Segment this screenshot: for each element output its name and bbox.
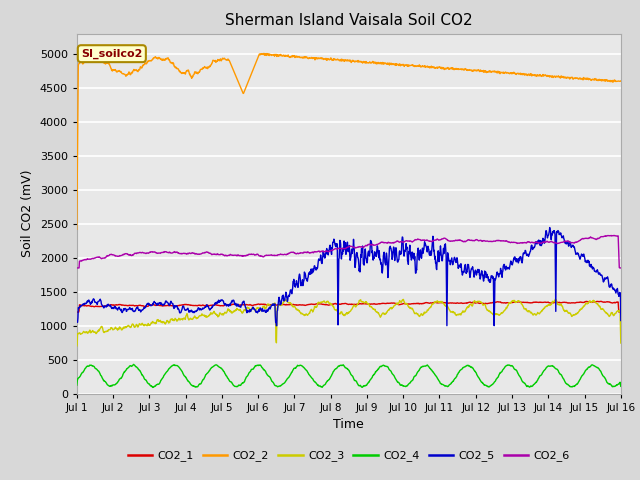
- CO2_2: [180, 70, 188, 76]
- Line: CO2_3: CO2_3: [77, 299, 621, 346]
- CO2_2: [255, 53, 262, 59]
- CO2_1: [617, 309, 625, 315]
- CO2_5: [273, 323, 280, 328]
- CO2_6: [73, 265, 81, 271]
- CO2_2: [553, 74, 561, 80]
- CO2_3: [617, 340, 625, 346]
- CO2_3: [552, 296, 559, 302]
- CO2_4: [73, 382, 81, 388]
- CO2_4: [195, 383, 202, 388]
- CO2_2: [617, 78, 625, 84]
- CO2_2: [194, 71, 202, 77]
- CO2_1: [433, 300, 441, 306]
- CO2_1: [255, 301, 262, 307]
- Line: CO2_1: CO2_1: [77, 301, 621, 312]
- CO2_6: [255, 252, 262, 258]
- CO2_5: [255, 307, 262, 313]
- CO2_5: [73, 319, 81, 325]
- CO2_5: [194, 307, 202, 312]
- CO2_3: [504, 303, 512, 309]
- CO2_4: [182, 374, 189, 380]
- CO2_2: [434, 66, 442, 72]
- CO2_1: [73, 309, 81, 315]
- CO2_6: [194, 251, 202, 257]
- CO2_1: [194, 302, 202, 308]
- CO2_5: [505, 264, 513, 270]
- CO2_6: [504, 239, 512, 245]
- Title: Sherman Island Vaisala Soil CO2: Sherman Island Vaisala Soil CO2: [225, 13, 472, 28]
- CO2_1: [552, 299, 560, 305]
- Line: CO2_4: CO2_4: [77, 364, 621, 387]
- Line: CO2_5: CO2_5: [77, 228, 621, 325]
- CO2_4: [149, 384, 157, 390]
- Text: SI_soilco2: SI_soilco2: [81, 48, 143, 59]
- CO2_1: [597, 299, 605, 304]
- CO2_2: [260, 50, 268, 56]
- CO2_4: [505, 362, 513, 368]
- CO2_3: [180, 315, 188, 321]
- CO2_3: [194, 315, 202, 321]
- CO2_3: [255, 305, 262, 311]
- CO2_5: [180, 306, 188, 312]
- CO2_4: [553, 366, 561, 372]
- CO2_6: [552, 240, 560, 246]
- Line: CO2_2: CO2_2: [77, 53, 621, 229]
- CO2_6: [433, 236, 441, 242]
- Y-axis label: Soil CO2 (mV): Soil CO2 (mV): [21, 170, 34, 257]
- X-axis label: Time: Time: [333, 418, 364, 431]
- CO2_1: [504, 300, 512, 306]
- CO2_5: [434, 257, 442, 263]
- CO2_3: [553, 298, 561, 304]
- CO2_4: [434, 376, 442, 382]
- CO2_2: [505, 70, 513, 76]
- CO2_5: [617, 318, 625, 324]
- CO2_6: [610, 232, 618, 238]
- CO2_5: [553, 228, 561, 234]
- CO2_6: [617, 265, 625, 271]
- CO2_1: [180, 301, 188, 307]
- CO2_5: [546, 225, 554, 230]
- CO2_4: [130, 361, 138, 367]
- CO2_3: [73, 343, 81, 349]
- CO2_4: [255, 362, 263, 368]
- CO2_2: [73, 227, 81, 232]
- Line: CO2_6: CO2_6: [77, 235, 621, 268]
- CO2_6: [180, 251, 188, 256]
- Legend: CO2_1, CO2_2, CO2_3, CO2_4, CO2_5, CO2_6: CO2_1, CO2_2, CO2_3, CO2_4, CO2_5, CO2_6: [124, 446, 574, 466]
- CO2_3: [433, 299, 441, 304]
- CO2_4: [617, 384, 625, 389]
